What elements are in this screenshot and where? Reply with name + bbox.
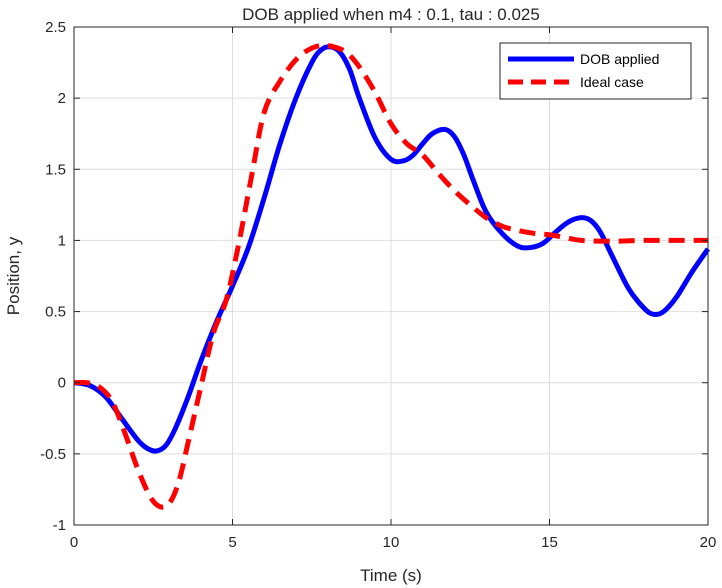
y-tick-label: 1 [58, 232, 66, 249]
y-tick-label: 2 [58, 90, 66, 107]
y-tick-label: 0 [58, 375, 66, 392]
x-tick-label: 20 [700, 534, 717, 551]
x-axis-label: Time (s) [360, 566, 422, 585]
x-tick-label: 15 [541, 534, 558, 551]
y-axis-label: Position, y [4, 236, 23, 315]
series-line-ideal-case [73, 42, 708, 510]
legend-box [499, 42, 692, 100]
legend-label-dob-applied: DOB applied [580, 51, 659, 67]
series-line-dob-applied [73, 44, 711, 454]
y-tick-label: 0.5 [45, 304, 66, 321]
ticks: 0 5 10 15 20 -1 -0.5 0 0.5 1 1.5 2 2.5 [40, 19, 716, 551]
y-tick-label: 1.5 [45, 161, 66, 178]
x-tick-label: 10 [383, 534, 400, 551]
x-tick-label: 0 [70, 534, 78, 551]
series-layer [73, 42, 711, 510]
y-tick-label: -1 [53, 517, 66, 534]
legend: DOB applied Ideal case [499, 42, 692, 100]
x-tick-label: 5 [228, 534, 236, 551]
legend-label-ideal-case: Ideal case [580, 74, 644, 90]
y-tick-label: 2.5 [45, 19, 66, 36]
chart-title: DOB applied when m4 : 0.1, tau : 0.025 [242, 5, 540, 24]
y-tick-label: -0.5 [40, 446, 66, 463]
